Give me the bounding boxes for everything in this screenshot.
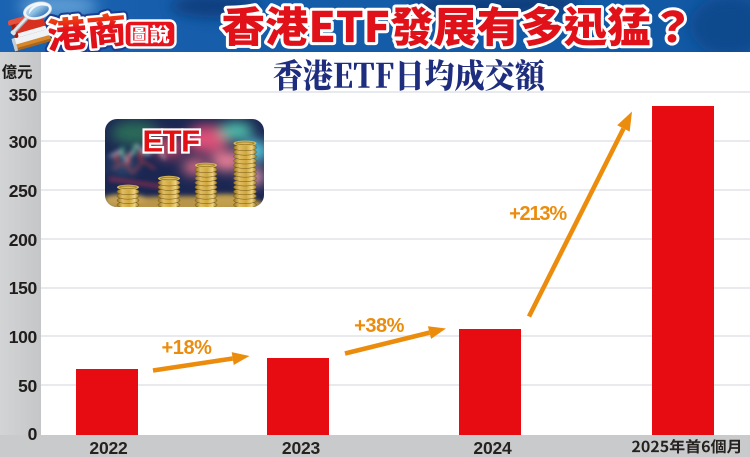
svg-text:ETF: ETF [142,124,199,159]
